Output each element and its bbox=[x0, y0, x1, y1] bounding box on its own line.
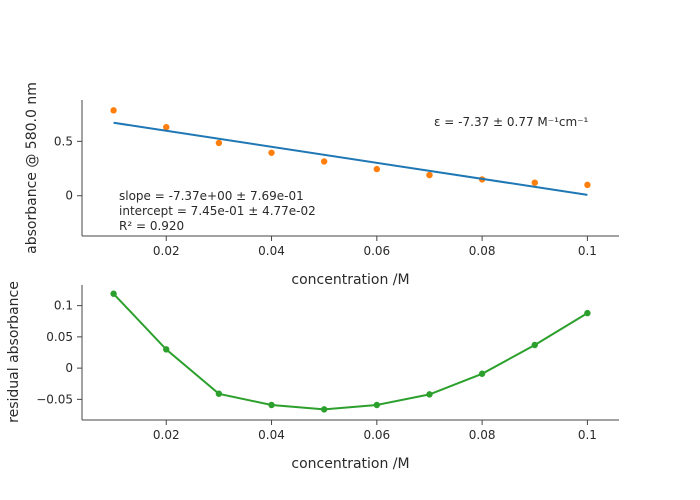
residual-data-point bbox=[163, 346, 170, 353]
residual-y-axis-title: residual absorbance bbox=[6, 281, 22, 423]
absorbance-data-point bbox=[110, 107, 117, 114]
absorbance-panel: 0.02 0.04 0.06 0.08 0.1 00.5 concentration /… bbox=[24, 82, 619, 288]
absorbance-x-tick-label: 0.1 bbox=[578, 244, 597, 258]
absorbance-y-tick-label: 0 bbox=[65, 189, 73, 203]
residual-x-ticks: 0.02 0.04 0.06 0.08 0.1 bbox=[153, 420, 597, 442]
absorbance-x-tick-label: 0.02 bbox=[153, 244, 180, 258]
residual-x-tick-label: 0.1 bbox=[578, 428, 597, 442]
residual-y-tick-label: 0.05 bbox=[46, 330, 73, 344]
residual-data-point bbox=[110, 290, 117, 297]
residual-data-point bbox=[584, 309, 591, 317]
r-squared-annotation: R² = 0.920 bbox=[119, 219, 184, 233]
absorbance-y-axis-title: absorbance @ 580.0 nm bbox=[24, 82, 40, 254]
residual-x-tick-label: 0.04 bbox=[258, 428, 285, 442]
intercept-annotation: intercept = 7.45e-01 ± 4.77e-02 bbox=[119, 204, 316, 218]
residual-y-ticks: −0.05 0 0.05 0.1 bbox=[36, 299, 82, 406]
absorbance-x-ticks: 0.02 0.04 0.06 0.08 0.1 bbox=[153, 236, 597, 258]
absorbance-data-point bbox=[531, 179, 538, 186]
residual-data-point bbox=[478, 370, 486, 377]
residual-data-point bbox=[268, 401, 275, 409]
absorbance-y-ticks: 00.5 bbox=[54, 134, 82, 203]
residual-x-tick-label: 0.02 bbox=[153, 428, 180, 442]
residual-x-axis-title: concentration /M bbox=[291, 456, 409, 472]
residual-data-point bbox=[215, 390, 223, 397]
absorbance-data-point bbox=[163, 124, 170, 131]
absorbance-x-tick-label: 0.08 bbox=[469, 244, 496, 258]
absorbance-plot-area bbox=[110, 107, 591, 196]
residual-data-point bbox=[531, 341, 538, 349]
residual-x-tick-label: 0.08 bbox=[469, 428, 496, 442]
residual-y-tick-label: 0 bbox=[65, 361, 73, 375]
absorbance-data-point bbox=[268, 149, 275, 156]
linear-fit-line bbox=[113, 121, 588, 196]
absorbance-x-tick-label: 0.06 bbox=[363, 244, 390, 258]
absorbance-x-tick-label: 0.04 bbox=[258, 244, 285, 258]
residual-x-tick-label: 0.06 bbox=[363, 428, 390, 442]
absorbance-x-axis-title: concentration /M bbox=[291, 272, 409, 288]
residual-line bbox=[112, 293, 588, 411]
residual-data-point bbox=[373, 401, 381, 409]
absorbance-data-point bbox=[584, 181, 591, 189]
absorbance-y-tick-label: 0.5 bbox=[54, 134, 73, 148]
epsilon-annotation: ε = -7.37 ± 0.77 M⁻¹cm⁻¹ bbox=[434, 115, 589, 129]
absorbance-data-point bbox=[320, 158, 328, 165]
residual-data-point bbox=[320, 406, 328, 413]
residual-data-point bbox=[426, 391, 433, 398]
absorbance-data-point bbox=[373, 165, 381, 173]
residual-y-tick-label: 0.1 bbox=[54, 299, 73, 313]
residual-panel: 0.02 0.04 0.06 0.08 0.1 −0.05 0 0.05 0.1 concen… bbox=[6, 281, 619, 472]
absorbance-data-point bbox=[426, 171, 433, 179]
residual-plot-area bbox=[110, 290, 591, 413]
absorbance-data-point bbox=[215, 139, 223, 147]
residual-y-tick-label: −0.05 bbox=[36, 392, 73, 406]
slope-annotation: slope = -7.37e+00 ± 7.69e-01 bbox=[119, 189, 304, 203]
